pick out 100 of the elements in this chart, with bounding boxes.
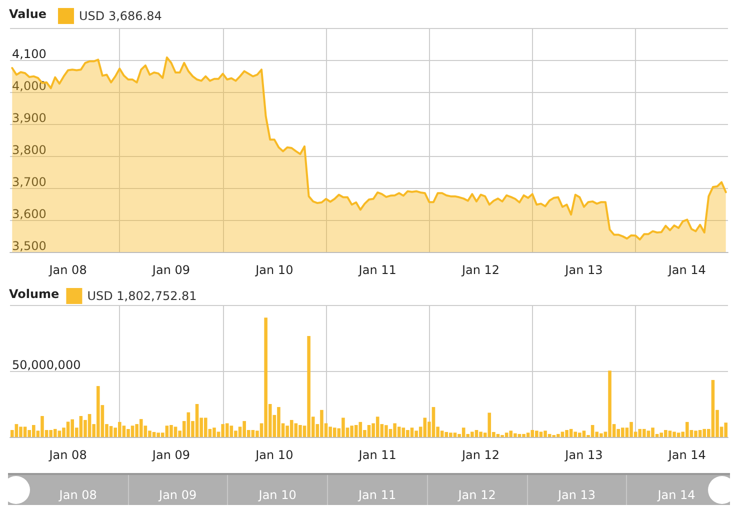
bar bbox=[444, 432, 448, 437]
bar bbox=[186, 412, 190, 437]
bar bbox=[170, 424, 173, 437]
bar bbox=[668, 430, 672, 437]
bar bbox=[560, 432, 564, 437]
bar bbox=[126, 428, 130, 437]
x-tick-label: Jan 12 bbox=[460, 263, 500, 277]
bar bbox=[582, 430, 586, 437]
bar bbox=[320, 410, 324, 437]
y-tick-label: 3,500 bbox=[12, 239, 46, 253]
bar bbox=[58, 430, 62, 437]
bar bbox=[518, 434, 522, 437]
bar bbox=[462, 428, 466, 437]
bar bbox=[479, 432, 482, 437]
bar bbox=[432, 407, 436, 437]
bar bbox=[225, 423, 229, 437]
bar bbox=[569, 428, 573, 437]
x-tick-label: Jan 08 bbox=[48, 263, 87, 277]
text: Jan 11 bbox=[358, 488, 396, 502]
x-tick-label: Jan 13 bbox=[564, 263, 603, 277]
bar bbox=[79, 416, 83, 437]
y-tick-label: 3,800 bbox=[12, 143, 46, 157]
bar bbox=[204, 418, 208, 437]
bar bbox=[724, 422, 728, 437]
x-tick-label: Jan 14 bbox=[667, 448, 706, 462]
bar bbox=[574, 432, 578, 437]
bar bbox=[23, 426, 27, 437]
bar bbox=[410, 428, 414, 437]
bar bbox=[660, 432, 664, 437]
x-tick-label: Jan 10 bbox=[254, 263, 294, 277]
bar bbox=[165, 426, 169, 437]
bar bbox=[174, 426, 178, 437]
text: Jan 12 bbox=[458, 488, 496, 502]
bar bbox=[509, 430, 513, 437]
bar bbox=[298, 424, 302, 437]
bar bbox=[376, 416, 380, 437]
x-tick-label: Jan 11 bbox=[358, 448, 396, 462]
bar bbox=[488, 412, 492, 437]
bar bbox=[698, 430, 702, 437]
bar bbox=[423, 418, 427, 437]
y-tick-label: 3,600 bbox=[12, 207, 46, 221]
bar bbox=[526, 432, 530, 437]
bar bbox=[14, 424, 18, 437]
bar bbox=[539, 432, 543, 437]
bar bbox=[277, 407, 280, 437]
bar bbox=[40, 416, 44, 437]
bar bbox=[96, 386, 100, 437]
bar bbox=[522, 434, 526, 437]
bar bbox=[548, 434, 552, 437]
text: Jan 08 bbox=[59, 488, 97, 502]
bar bbox=[139, 419, 143, 437]
bar bbox=[88, 414, 92, 437]
bar bbox=[358, 422, 362, 437]
bar bbox=[152, 432, 156, 437]
bar bbox=[354, 424, 358, 437]
legend-label: USD 1,802,752.81 bbox=[87, 289, 197, 303]
bar bbox=[414, 430, 418, 437]
y-tick-label: 4,000 bbox=[12, 79, 46, 93]
y-tick-label: 50,000,000 bbox=[12, 358, 81, 372]
bar bbox=[367, 424, 371, 437]
text: Jan 13 bbox=[558, 488, 596, 502]
bar bbox=[496, 434, 500, 437]
bar bbox=[608, 370, 612, 437]
bar bbox=[53, 428, 57, 437]
bar bbox=[118, 422, 122, 437]
bar bbox=[646, 430, 650, 437]
bar bbox=[397, 426, 401, 437]
bar bbox=[638, 428, 642, 437]
bar bbox=[702, 428, 706, 437]
x-tick-label: Jan 10 bbox=[254, 448, 294, 462]
bar bbox=[251, 430, 255, 437]
chart-title: Value bbox=[9, 7, 47, 21]
text: Jan 09 bbox=[159, 488, 197, 502]
x-tick-label: Jan 09 bbox=[151, 448, 190, 462]
x-tick-label: Jan 11 bbox=[358, 263, 396, 277]
text: Jan 14 bbox=[658, 488, 696, 502]
bar bbox=[711, 380, 715, 437]
x-tick-label: Jan 12 bbox=[460, 448, 500, 462]
bar bbox=[504, 432, 508, 437]
bar bbox=[32, 424, 36, 437]
x-tick-label: Jan 08 bbox=[48, 448, 87, 462]
bar bbox=[402, 428, 406, 437]
bar bbox=[474, 430, 478, 437]
text: Jan 10 bbox=[258, 488, 296, 502]
bar bbox=[630, 422, 633, 437]
bar bbox=[590, 424, 594, 437]
bar bbox=[332, 428, 336, 437]
bar bbox=[122, 426, 126, 437]
bar bbox=[230, 426, 234, 437]
bar bbox=[195, 404, 199, 437]
x-tick-label: Jan 09 bbox=[151, 263, 190, 277]
bar bbox=[66, 422, 70, 437]
legend-label: USD 3,686.84 bbox=[79, 9, 162, 23]
bar bbox=[342, 418, 345, 437]
bar bbox=[19, 426, 22, 437]
chart-title: Volume bbox=[9, 287, 60, 301]
y-tick-label: 3,700 bbox=[12, 175, 46, 189]
bar bbox=[672, 432, 676, 437]
bar bbox=[544, 430, 547, 437]
bar bbox=[212, 428, 216, 437]
